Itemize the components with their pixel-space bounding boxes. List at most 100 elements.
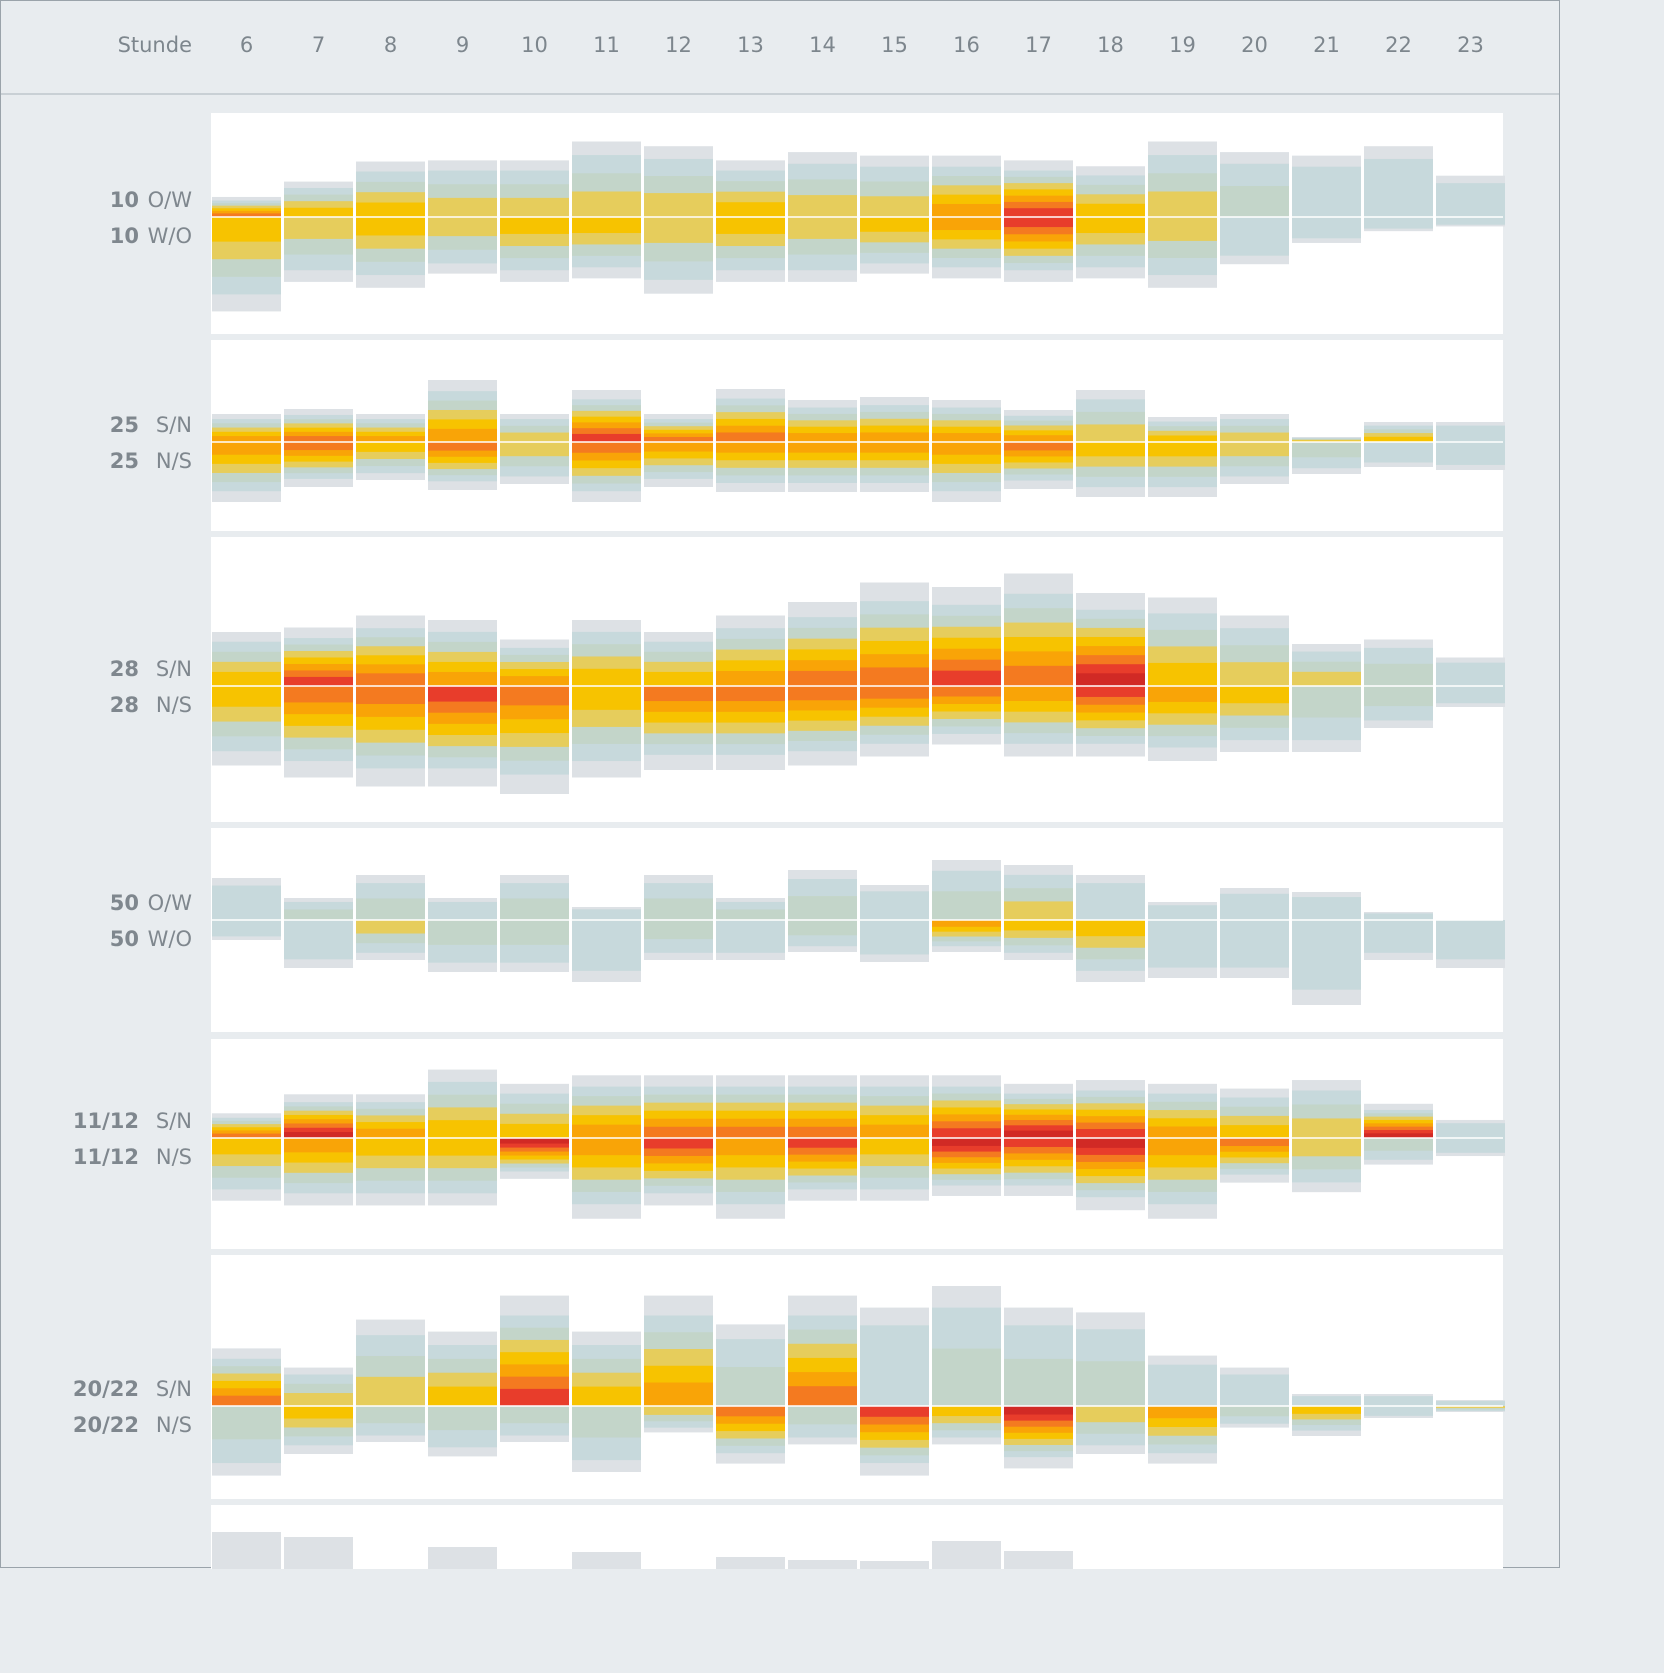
hour-tick: 11 — [593, 33, 620, 57]
congestion-band — [1364, 158, 1433, 217]
panel-number-top: 11/12 — [73, 1109, 139, 1133]
panel-6 — [211, 1255, 1505, 1499]
direction-bottom: N/S — [156, 449, 192, 473]
panel-label-3: 28 S/N 28 N/S — [110, 657, 192, 717]
congestion-band — [932, 203, 1001, 217]
congestion-band — [1076, 217, 1145, 234]
direction-top: O/W — [148, 891, 193, 915]
congestion-band — [860, 1325, 929, 1406]
congestion-band — [860, 1406, 929, 1417]
congestion-band — [284, 442, 353, 451]
congestion-band — [860, 1124, 929, 1138]
congestion-band — [788, 195, 857, 217]
hour-tick: 8 — [384, 33, 397, 57]
congestion-band — [1364, 1406, 1433, 1416]
congestion-band — [1148, 662, 1217, 686]
congestion-band — [428, 686, 497, 702]
congestion-band — [1436, 1138, 1505, 1153]
congestion-band — [500, 1388, 569, 1406]
congestion-band — [1292, 686, 1361, 718]
congestion-band — [716, 686, 785, 702]
congestion-band — [500, 1123, 569, 1138]
congestion-band — [356, 1138, 425, 1156]
congestion-band — [716, 442, 785, 453]
congestion-band — [1004, 1130, 1073, 1138]
panel-2 — [211, 340, 1505, 531]
congestion-band — [1364, 913, 1433, 920]
congestion-band — [644, 442, 713, 452]
congestion-band — [716, 671, 785, 686]
congestion-band — [1364, 1133, 1433, 1138]
congestion-band — [1076, 920, 1145, 937]
congestion-band — [284, 1132, 353, 1138]
congestion-band — [428, 1120, 497, 1138]
hour-tick: 9 — [456, 33, 469, 57]
congestion-band — [500, 432, 569, 442]
congestion-band — [1076, 1138, 1145, 1148]
panel-number-top: 20/22 — [73, 1377, 139, 1401]
congestion-band — [932, 442, 1001, 455]
congestion-band — [500, 1406, 569, 1424]
congestion-band — [356, 673, 425, 686]
congestion-band — [1292, 1138, 1361, 1157]
congestion-band — [644, 217, 713, 243]
congestion-band — [1220, 217, 1289, 256]
congestion-band — [788, 1138, 857, 1148]
congestion-band — [644, 193, 713, 217]
hour-tick: 21 — [1313, 33, 1340, 57]
congestion-band — [644, 920, 713, 940]
congestion-band — [500, 217, 569, 234]
panel-number-top: 25 — [110, 413, 139, 437]
hour-tick: 14 — [809, 33, 836, 57]
congestion-band — [1148, 686, 1217, 702]
congestion-band — [644, 1138, 713, 1149]
congestion-band — [1076, 203, 1145, 217]
congestion-band — [860, 686, 929, 699]
hour-tick: 23 — [1457, 33, 1484, 57]
congestion-band — [572, 1386, 641, 1406]
congestion-band — [356, 1406, 425, 1424]
congestion-band — [932, 1348, 1001, 1406]
congestion-band — [1004, 1358, 1073, 1406]
direction-top: O/W — [148, 188, 193, 212]
direction-bottom: W/O — [148, 224, 192, 248]
congestion-band — [860, 920, 929, 955]
congestion-band — [284, 207, 353, 217]
congestion-band — [932, 1128, 1001, 1138]
congestion-band — [284, 920, 353, 960]
congestion-band — [860, 1138, 929, 1155]
congestion-band — [284, 676, 353, 686]
direction-bottom: N/S — [156, 1145, 192, 1169]
congestion-band — [212, 217, 281, 242]
congestion-band — [572, 686, 641, 710]
congestion-band — [284, 1406, 353, 1419]
congestion-band — [1436, 1406, 1505, 1409]
congestion-band — [716, 202, 785, 217]
direction-top: S/N — [156, 657, 192, 681]
panel-3 — [211, 537, 1505, 822]
congestion-band — [1004, 686, 1073, 701]
congestion-band — [1004, 665, 1073, 686]
congestion-band — [788, 433, 857, 442]
volume-bar — [788, 1560, 857, 1569]
congestion-band — [1292, 1396, 1361, 1406]
congestion-band — [1292, 1406, 1361, 1414]
congestion-band — [284, 686, 353, 703]
congestion-band — [212, 442, 281, 455]
hour-tick: 22 — [1385, 33, 1412, 57]
congestion-band — [212, 1138, 281, 1155]
congestion-band — [1148, 1138, 1217, 1156]
congestion-band — [1436, 442, 1505, 465]
congestion-band — [1220, 920, 1289, 968]
congestion-band — [1436, 425, 1505, 442]
congestion-band — [572, 191, 641, 217]
congestion-band — [1004, 217, 1073, 228]
congestion-band — [356, 1128, 425, 1138]
congestion-band — [860, 891, 929, 920]
congestion-band — [1364, 217, 1433, 229]
volume-bar — [860, 1561, 929, 1569]
congestion-band — [1436, 662, 1505, 686]
congestion-band — [1292, 920, 1361, 990]
volume-bar — [572, 1552, 641, 1569]
congestion-band — [1436, 920, 1505, 960]
